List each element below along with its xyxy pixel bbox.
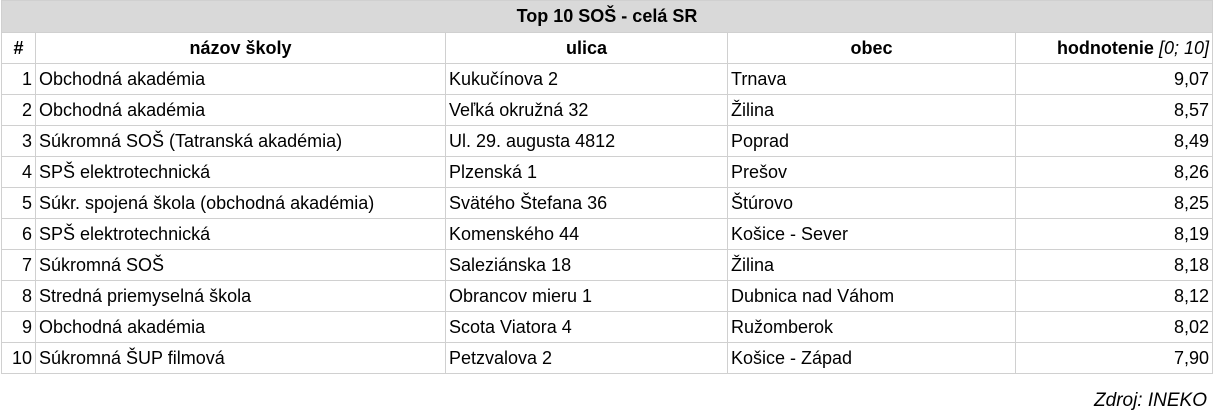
table-cell: 8,12 bbox=[1015, 280, 1213, 312]
table-cell: Štúrovo bbox=[727, 187, 1016, 219]
header-cell: názov školy bbox=[35, 32, 446, 64]
header-text: hodnotenie bbox=[1056, 37, 1154, 58]
table-cell: Súkromná SOŠ bbox=[35, 249, 446, 281]
table-cell: 3 bbox=[1, 125, 36, 157]
table-cell: Kukučínova 2 bbox=[445, 63, 728, 95]
table-cell: Ul. 29. augusta 4812 bbox=[445, 125, 728, 157]
table-cell: 6 bbox=[1, 218, 36, 250]
table-cell: Petzvalova 2 bbox=[445, 342, 728, 374]
table-cell: 8,25 bbox=[1015, 187, 1213, 219]
table-cell: 4 bbox=[1, 156, 36, 188]
table-cell: 10 bbox=[1, 342, 36, 374]
table-cell: 2 bbox=[1, 94, 36, 126]
table-cell: Prešov bbox=[727, 156, 1016, 188]
header-cell: ulica bbox=[445, 32, 728, 64]
table-cell: Stredná priemyselná škola bbox=[35, 280, 446, 312]
table-row: 5 Súkr. spojená škola (obchodná akadémia)… bbox=[1, 187, 1213, 219]
table-cell: 9,07 bbox=[1015, 63, 1213, 95]
table-row: 8 Stredná priemyselná škola Obrancov mieru… bbox=[1, 280, 1213, 312]
table-cell: 8,19 bbox=[1015, 218, 1213, 250]
table-cell: Trnava bbox=[727, 63, 1016, 95]
table-cell: 9 bbox=[1, 311, 36, 343]
table-body: 1 Obchodná akadémia Kukučínova 2 Trnava 9,07… bbox=[1, 63, 1213, 374]
table-cell: Obchodná akadémia bbox=[35, 63, 446, 95]
table-cell: Komenského 44 bbox=[445, 218, 728, 250]
source-note: Zdroj: INEKO bbox=[1094, 390, 1207, 411]
table-cell: 8,02 bbox=[1015, 311, 1213, 343]
table-cell: Obchodná akadémia bbox=[35, 94, 446, 126]
header-range: [0; 10] bbox=[1158, 37, 1209, 58]
ranking-table: Top 10 SOŠ - celá SR # názov školy ulica… bbox=[1, 0, 1213, 374]
table-cell: Saleziánska 18 bbox=[445, 249, 728, 281]
table-cell: Košice - Západ bbox=[727, 342, 1016, 374]
table-cell: SPŠ elektrotechnická bbox=[35, 156, 446, 188]
table-cell: 8,26 bbox=[1015, 156, 1213, 188]
table-cell: SPŠ elektrotechnická bbox=[35, 218, 446, 250]
table-cell: 8,57 bbox=[1015, 94, 1213, 126]
table-row: 6 SPŠ elektrotechnická Komenského 44 Košice… bbox=[1, 218, 1213, 250]
table-cell: Svätého Štefana 36 bbox=[445, 187, 728, 219]
table-cell: Žilina bbox=[727, 249, 1016, 281]
table-cell: 7,90 bbox=[1015, 342, 1213, 374]
table-cell: 7 bbox=[1, 249, 36, 281]
table-row: 3 Súkromná SOŠ (Tatranská akadémia) Ul. 29… bbox=[1, 125, 1213, 157]
table-row: 9 Obchodná akadémia Scota Viatora 4 Ružombe… bbox=[1, 311, 1213, 343]
table-cell: Obrancov mieru 1 bbox=[445, 280, 728, 312]
table-cell: Dubnica nad Váhom bbox=[727, 280, 1016, 312]
table-cell: 8 bbox=[1, 280, 36, 312]
table-row: 7 Súkromná SOŠ Saleziánska 18 Žilina 8,18 bbox=[1, 249, 1213, 281]
table-cell: Súkromná SOŠ (Tatranská akadémia) bbox=[35, 125, 446, 157]
table-cell: Obchodná akadémia bbox=[35, 311, 446, 343]
header-cell: hodnotenie [0; 10] bbox=[1015, 32, 1213, 64]
table-cell: 8,49 bbox=[1015, 125, 1213, 157]
table-row: 4 SPŠ elektrotechnická Plzenská 1 Prešov 8,2… bbox=[1, 156, 1213, 188]
table-cell: 5 bbox=[1, 187, 36, 219]
table-cell: 1 bbox=[1, 63, 36, 95]
table-cell: Košice - Sever bbox=[727, 218, 1016, 250]
table-cell: Veľká okružná 32 bbox=[445, 94, 728, 126]
header-cell: # bbox=[1, 32, 36, 64]
table-row: 1 Obchodná akadémia Kukučínova 2 Trnava 9,07 bbox=[1, 63, 1213, 95]
table-cell: Plzenská 1 bbox=[445, 156, 728, 188]
table-title: Top 10 SOŠ - celá SR bbox=[1, 0, 1213, 33]
table-cell: 8,18 bbox=[1015, 249, 1213, 281]
table-cell: Žilina bbox=[727, 94, 1016, 126]
table-cell: Súkromná ŠUP filmová bbox=[35, 342, 446, 374]
header-cell: obec bbox=[727, 32, 1016, 64]
header-row: # názov školy ulica obec hodnotenie [0; … bbox=[1, 32, 1213, 64]
table-cell: Súkr. spojená škola (obchodná akadémia) bbox=[35, 187, 446, 219]
table-row: 2 Obchodná akadémia Veľká okružná 32 Žilina… bbox=[1, 94, 1213, 126]
table-cell: Scota Viatora 4 bbox=[445, 311, 728, 343]
table-row: 10 Súkromná ŠUP filmová Petzvalova 2 Košice… bbox=[1, 342, 1213, 374]
table-cell: Ružomberok bbox=[727, 311, 1016, 343]
table-cell: Poprad bbox=[727, 125, 1016, 157]
